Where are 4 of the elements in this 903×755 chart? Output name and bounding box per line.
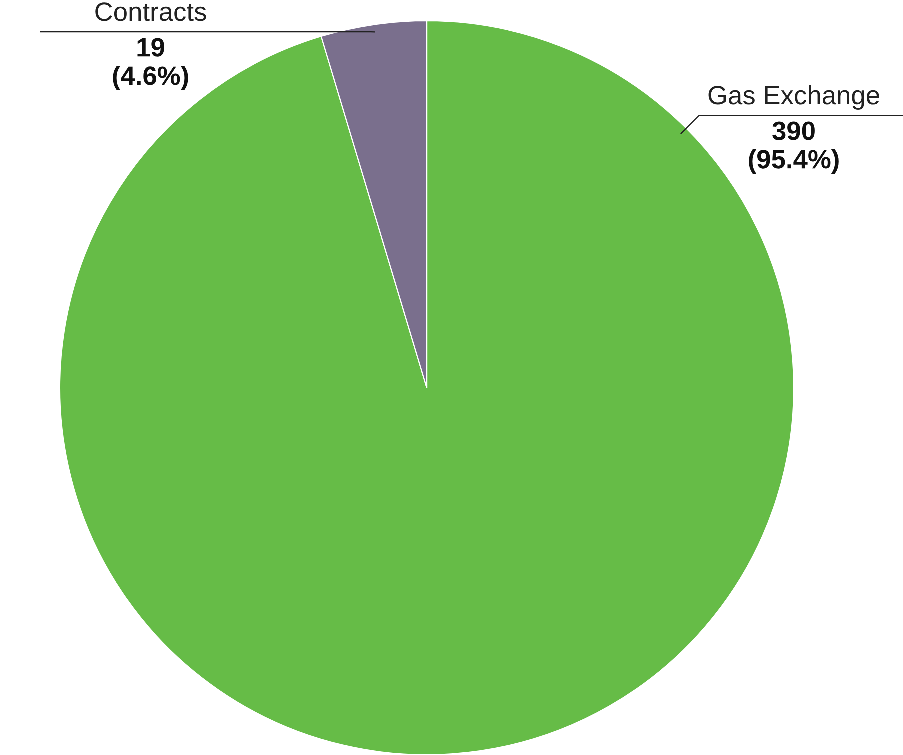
slice-label: Contracts (96, 2, 206, 22)
data-label: 390 (95.4%) (749, 122, 839, 174)
data-label: 19 (4.6%) (113, 38, 188, 91)
slice-label: Gas Exchange (708, 85, 880, 110)
